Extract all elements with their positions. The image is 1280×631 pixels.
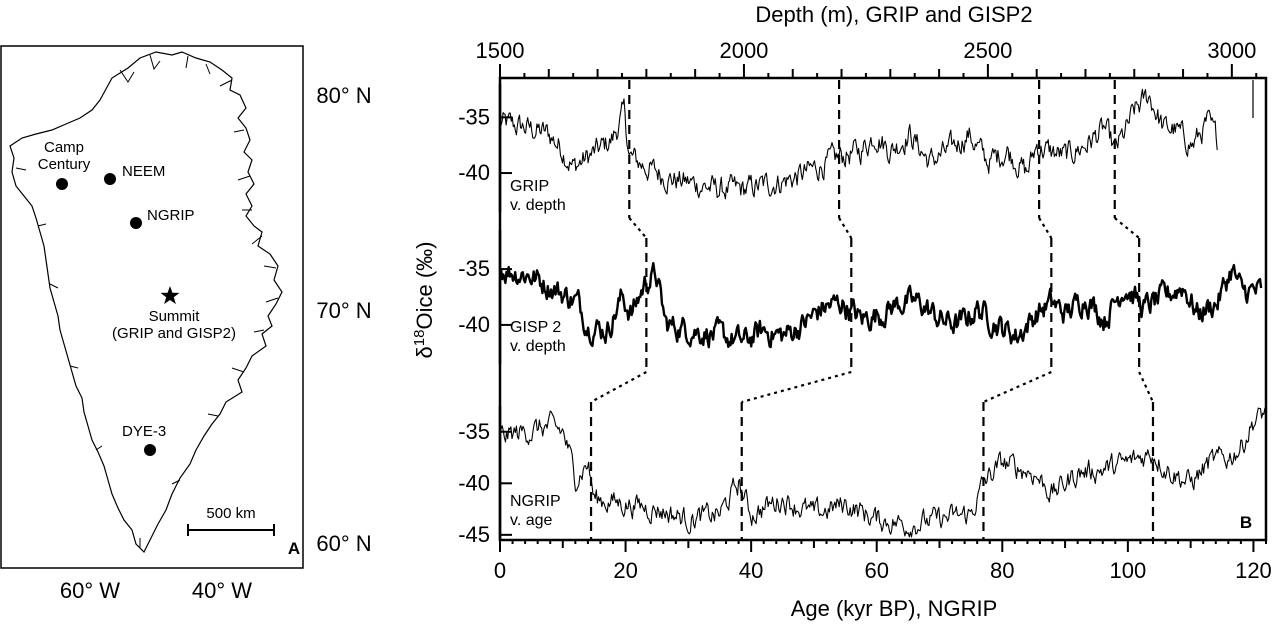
y-axis-title: δ18Oice (‰) <box>411 242 437 359</box>
panel-label-b: B <box>1240 513 1252 532</box>
bottom-axis-title: Age (kyr BP), NGRIP <box>791 596 998 621</box>
y-tick-label-gisp2: -35 <box>458 256 490 281</box>
site-markers: Camp Century NEEM NGRIP Summit (GRIP and GISP… <box>38 139 236 456</box>
lon-label-40w: 40° W <box>192 578 252 603</box>
lon-label-60w: 60° W <box>60 578 120 603</box>
tie-connector-gisp2-ngrip <box>1138 371 1154 403</box>
tie-connector-gisp2-ngrip <box>741 370 852 404</box>
bottom-tick-label: 80 <box>990 558 1014 583</box>
top-axis-title: Depth (m), GRIP and GISP2 <box>755 2 1032 27</box>
series-label-line: v. age <box>510 512 553 529</box>
bottom-tick-label: 0 <box>494 558 506 583</box>
y-axis-title-sup: 18 <box>411 330 428 347</box>
series-label-line: GRIP <box>510 178 549 195</box>
y-tick-label-ngrip: -35 <box>458 419 490 444</box>
site-marker-dye-3 <box>144 444 156 456</box>
series-group: -35 -40 GRIP v. depth -35 -40 GISP 2 v. depth -3… <box>458 80 1267 547</box>
tie-connector-gisp2-ngrip <box>590 371 647 403</box>
site-label-ngrip: NGRIP <box>147 207 195 224</box>
site-marker-camp <box>56 178 68 190</box>
site-label-line: (GRIP and GISP2) <box>112 325 236 342</box>
y-tick-label-ngrip: -40 <box>458 470 490 495</box>
site-label-line: Camp <box>44 139 84 156</box>
lat-label-80: 80° N <box>316 83 371 108</box>
tie-connector-grip-gisp2 <box>628 217 648 239</box>
series-line-gisp2 <box>499 262 1263 349</box>
y-tick-label-ngrip: -45 <box>458 522 490 547</box>
bottom-tick-label: 20 <box>613 558 637 583</box>
bottom-axis: 0 20 40 60 80 100 120 <box>494 540 1272 583</box>
site-marker-neem <box>104 173 116 185</box>
bottom-tick-label: 60 <box>864 558 888 583</box>
bottom-tick-label: 40 <box>739 558 763 583</box>
y-tick-label-grip: -40 <box>458 160 490 185</box>
series-label-ngrip: NGRIP v. age <box>510 493 561 529</box>
series-label-gisp2: GISP 2 v. depth <box>510 319 566 355</box>
map-frame <box>0 45 304 569</box>
site-label-dye-3: DYE-3 <box>122 423 166 440</box>
site-marker-ngrip <box>130 217 142 229</box>
tie-connector-grip-gisp2 <box>1038 217 1053 239</box>
site-label-neem: NEEM <box>122 163 165 180</box>
top-tick-label: 3000 <box>1207 38 1256 63</box>
y-tick-label-gisp2: -40 <box>458 312 490 337</box>
tie-connector-gisp2-ngrip <box>983 370 1052 404</box>
series-label-line: v. depth <box>510 197 566 214</box>
site-label-line: NGRIP <box>147 207 195 224</box>
tie-point-connectors <box>589 80 1155 540</box>
top-tick-label: 2500 <box>963 38 1012 63</box>
site-marker-summit <box>160 286 180 305</box>
lat-label-60: 60° N <box>316 531 371 556</box>
bottom-tick-label: 100 <box>1110 558 1147 583</box>
site-label-camp: Camp Century <box>38 139 91 173</box>
site-label-line: Summit <box>149 308 201 325</box>
site-label-summit: Summit (GRIP and GISP2) <box>112 308 236 342</box>
tie-connector-grip-gisp2 <box>838 217 853 239</box>
top-axis: 1500 2000 2500 3000 <box>476 38 1258 78</box>
series-line-grip <box>499 88 1218 200</box>
top-tick-label: 2000 <box>719 38 768 63</box>
scale-bar-label: 500 km <box>206 505 255 522</box>
site-label-line: DYE-3 <box>122 423 166 440</box>
y-axis-title-delta: δ <box>412 346 437 358</box>
y-tick-label-grip: -35 <box>458 104 490 129</box>
tie-connector-grip-gisp2 <box>1114 217 1140 239</box>
series-label-grip: GRIP v. depth <box>510 178 566 214</box>
panel-label-a: A <box>288 539 300 558</box>
map-panel: 80° N 70° N 60° N 60° W 40° W Camp Centur… <box>0 45 372 603</box>
bottom-tick-label: 120 <box>1235 558 1272 583</box>
lat-label-70: 70° N <box>316 298 371 323</box>
series-label-line: NGRIP <box>510 493 561 510</box>
site-label-line: Century <box>38 156 91 173</box>
series-label-line: v. depth <box>510 338 566 355</box>
coast-detail <box>15 54 279 548</box>
top-tick-label: 1500 <box>476 38 525 63</box>
chart-panel: Depth (m), GRIP and GISP2 Age (kyr BP), … <box>411 2 1272 621</box>
site-label-line: NEEM <box>122 163 165 180</box>
series-line-ngrip <box>499 407 1267 538</box>
y-axis-title-rest: Oice (‰) <box>412 242 437 330</box>
series-label-line: GISP 2 <box>510 319 561 336</box>
greenland-coastline <box>9 51 283 554</box>
